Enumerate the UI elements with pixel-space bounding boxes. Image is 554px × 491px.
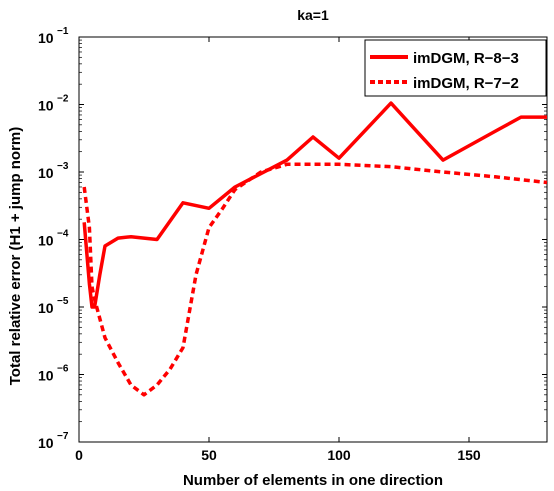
y-tick-exponent-5: −2 (57, 94, 69, 105)
y-tick-label-5: 10 (38, 98, 54, 114)
series-line-1 (82, 162, 548, 397)
y-tick-label-4: 10 (38, 165, 54, 181)
chart-title: ka=1 (297, 7, 329, 23)
y-tick-exponent-4: −3 (57, 161, 69, 172)
legend-label-1: imDGM, R−7−2 (413, 75, 519, 92)
legend: imDGM, R−8−3 imDGM, R−7−2 (364, 39, 547, 97)
x-axis-label: Number of elements in one direction (183, 472, 443, 489)
x-tick-label-3: 150 (457, 447, 481, 463)
y-tick-label-2: 10 (38, 300, 54, 316)
y-tick-exponent-6: −1 (57, 26, 69, 37)
legend-box (364, 39, 547, 97)
y-tick-label-1: 10 (38, 368, 54, 384)
y-tick-exponent-1: −6 (57, 364, 69, 375)
x-tick-label-0: 0 (75, 447, 83, 463)
series-group (82, 101, 548, 397)
y-tick-exponent-0: −7 (57, 431, 69, 442)
y-tick-exponent-2: −5 (57, 296, 69, 307)
y-tick-exponent-3: −4 (57, 229, 69, 240)
y-tick-label-0: 10 (38, 435, 54, 451)
x-tick-label-2: 100 (327, 447, 351, 463)
x-tick-label-1: 50 (201, 447, 217, 463)
y-tick-label-6: 10 (38, 30, 54, 46)
y-tick-label-3: 10 (38, 233, 54, 249)
legend-label-0: imDGM, R−8−3 (413, 50, 519, 67)
y-axis-label: Total relative error (H1 + jump norm) (7, 127, 24, 386)
